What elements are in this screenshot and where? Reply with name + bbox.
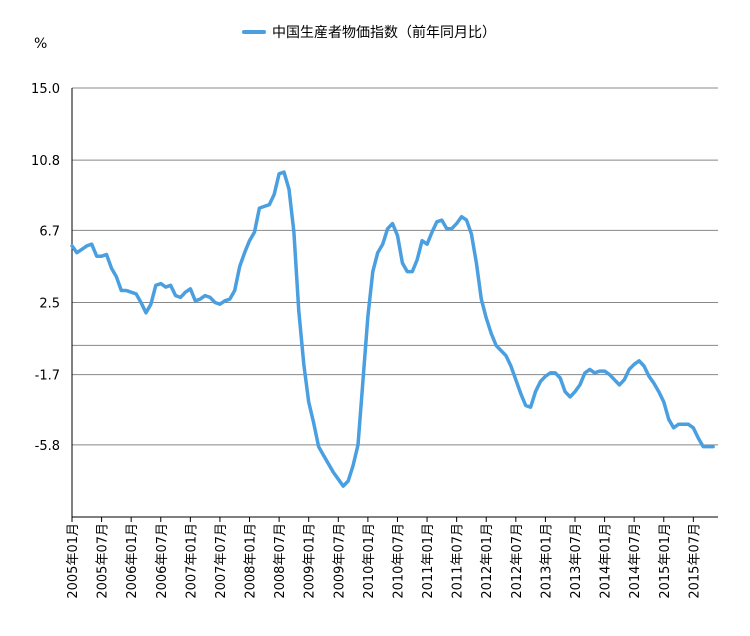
x-tick-label: 2005年01月	[66, 523, 81, 599]
y-tick-label: 2.5	[39, 297, 60, 312]
y-tick-label: 10.8	[31, 154, 60, 169]
y-tick-label: -1.7	[35, 369, 60, 384]
x-tick-label: 2010年01月	[362, 523, 377, 599]
x-tick-label: 2010年07月	[391, 523, 406, 599]
x-tick-label: 2007年01月	[184, 523, 199, 599]
x-tick-label: 2013年01月	[539, 523, 554, 599]
x-tick-label: 2011年07月	[451, 523, 466, 599]
x-tick-label: 2012年07月	[510, 523, 525, 599]
x-axis-ticks: 2005年01月 2005年07月 2006年01月 2006年07月 2007年01月…	[66, 517, 702, 599]
legend-label: 中国生産者物価指数（前年同月比）	[272, 24, 496, 41]
axes	[71, 88, 718, 518]
x-tick-label: 2014年07月	[628, 523, 643, 599]
series-line	[70, 170, 715, 488]
gridlines	[72, 87, 718, 446]
y-tick-label: 6.7	[39, 224, 60, 239]
series-layer	[70, 170, 715, 488]
y-axis-ticks: 15.0 10.8 6.7 2.5 -1.7 -5.8	[31, 82, 60, 454]
x-tick-label: 2009年07月	[332, 523, 347, 599]
x-tick-label: 2011年01月	[421, 523, 436, 599]
x-tick-label: 2007年07月	[214, 523, 229, 599]
x-tick-label: 2006年07月	[155, 523, 170, 599]
x-tick-label: 2006年01月	[125, 523, 140, 599]
x-tick-label: 2008年01月	[244, 523, 259, 599]
y-unit-label: %	[34, 36, 47, 52]
y-tick-label: -5.8	[35, 439, 60, 454]
x-tick-label: 2005年07月	[96, 523, 111, 599]
x-tick-label: 2014年01月	[599, 523, 614, 599]
x-tick-label: 2012年01月	[480, 523, 495, 599]
x-tick-label: 2009年01月	[303, 523, 318, 599]
x-tick-label: 2008年07月	[273, 523, 288, 599]
x-tick-label: 2015年07月	[687, 523, 702, 599]
y-tick-label: 15.0	[31, 82, 60, 97]
x-tick-label: 2015年01月	[658, 523, 673, 599]
x-tick-label: 2013年07月	[569, 523, 584, 599]
legend: 中国生産者物価指数（前年同月比）	[242, 24, 496, 41]
